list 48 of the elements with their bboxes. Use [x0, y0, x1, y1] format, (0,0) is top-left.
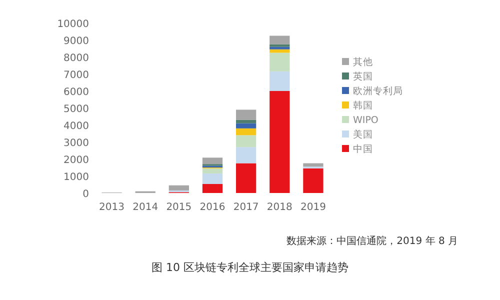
- x-tick-label: 2017: [233, 202, 259, 213]
- bar: [202, 168, 223, 174]
- y-tick-label: 6000: [64, 87, 89, 98]
- bar: [236, 120, 256, 124]
- y-tick-label: 7000: [64, 70, 89, 81]
- legend-label: 韩国: [353, 100, 373, 112]
- legend-label: 其他: [353, 56, 373, 68]
- bar: [236, 110, 256, 120]
- x-tick-label: 2016: [200, 202, 226, 213]
- bar: [270, 36, 290, 44]
- bar: [236, 163, 256, 193]
- bar: [270, 49, 290, 53]
- y-tick-label: 9000: [64, 36, 89, 47]
- y-tick-label: 4000: [64, 121, 89, 132]
- y-tick-label: 2000: [64, 155, 89, 166]
- y-tick-label: 1000: [64, 172, 89, 183]
- bar: [168, 185, 189, 190]
- caption: 图 10 区块链专利全球主要国家申请趋势: [152, 261, 348, 274]
- bar: [270, 52, 290, 72]
- x-tick-label: 2019: [300, 202, 326, 213]
- legend-label: 英国: [353, 70, 373, 82]
- x-tick-label: 2015: [166, 202, 192, 213]
- bar: [303, 163, 324, 167]
- legend-label: 中国: [353, 143, 373, 155]
- x-tick-label: 2018: [266, 202, 292, 213]
- bar: [303, 168, 324, 193]
- legend-label: 欧洲专利局: [353, 85, 403, 97]
- x-tick-label: 2013: [99, 202, 125, 213]
- y-tick-label: 0: [82, 189, 89, 200]
- x-tick-label: 2014: [132, 202, 158, 213]
- y-tick-label: 10000: [57, 19, 89, 30]
- bar: [270, 46, 290, 50]
- y-tick-label: 3000: [64, 138, 89, 149]
- y-tick-label: 8000: [64, 53, 89, 64]
- bar: [236, 128, 256, 136]
- bar: [270, 44, 290, 47]
- bar: [202, 158, 223, 164]
- bar: [236, 147, 256, 164]
- bar: [270, 71, 290, 91]
- bar: [202, 173, 223, 184]
- source-note: 数据来源：中国信通院，2019 年 8 月: [286, 235, 458, 247]
- legend-label: 美国: [353, 128, 373, 140]
- bar: [202, 184, 223, 193]
- legend-label: WIPO: [353, 115, 378, 126]
- bar: [236, 135, 256, 148]
- bar: [270, 91, 290, 193]
- y-tick-label: 5000: [64, 104, 89, 115]
- bar: [236, 123, 256, 128]
